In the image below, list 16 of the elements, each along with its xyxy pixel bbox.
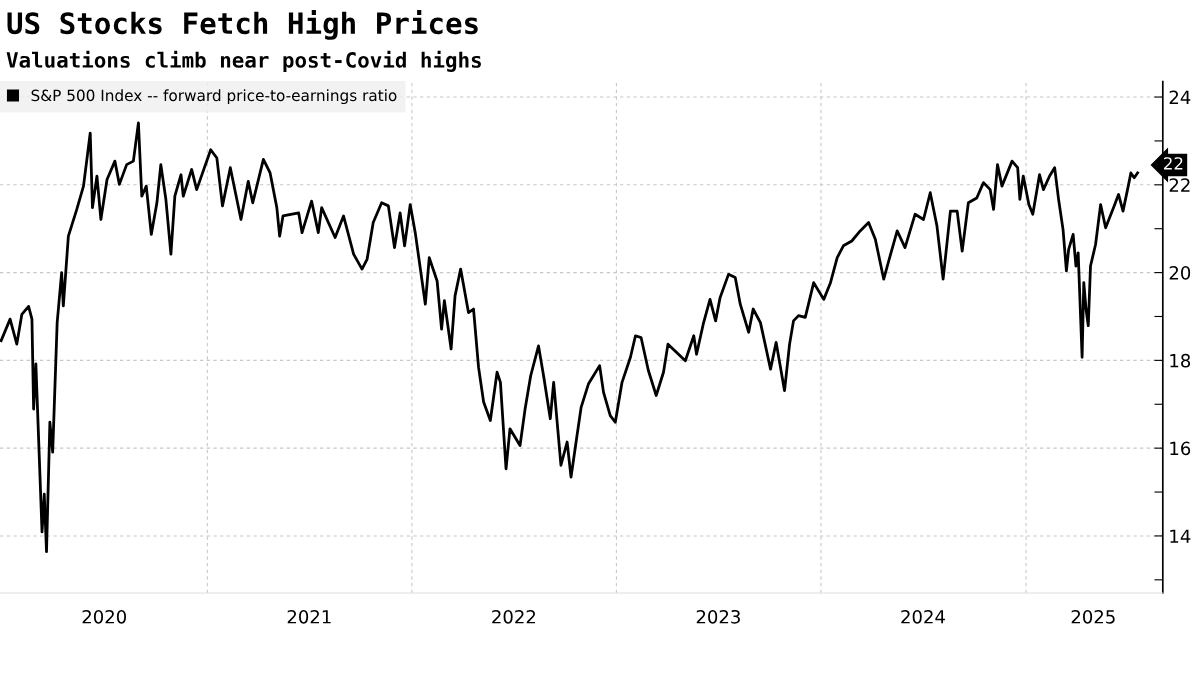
chart-title: US Stocks Fetch High Prices (7, 10, 478, 40)
y-tick-label: 18 (1170, 353, 1191, 368)
x-tick-label: 2025 (1071, 609, 1115, 624)
y-tick-label: 22 (1169, 178, 1190, 192)
y-tick-label: 20 (1169, 266, 1191, 280)
x-tick-label: 2024 (901, 609, 945, 624)
legend-label: S&P 500 Index -- forward price-to-earnings ratio (31, 89, 397, 105)
x-tick-label: 2022 (492, 609, 536, 624)
y-tick-label: 24 (1169, 90, 1191, 104)
y-tick-label: 14 (1170, 529, 1191, 543)
y-tick-label: 16 (1170, 441, 1191, 456)
x-tick-label: 2021 (287, 609, 331, 624)
line-series (0, 121, 1139, 554)
x-tick-label: 2020 (82, 609, 127, 624)
x-tick-label: 2023 (696, 609, 740, 624)
chart-subtitle: Valuations climb near post-Covid highs (6, 50, 481, 72)
